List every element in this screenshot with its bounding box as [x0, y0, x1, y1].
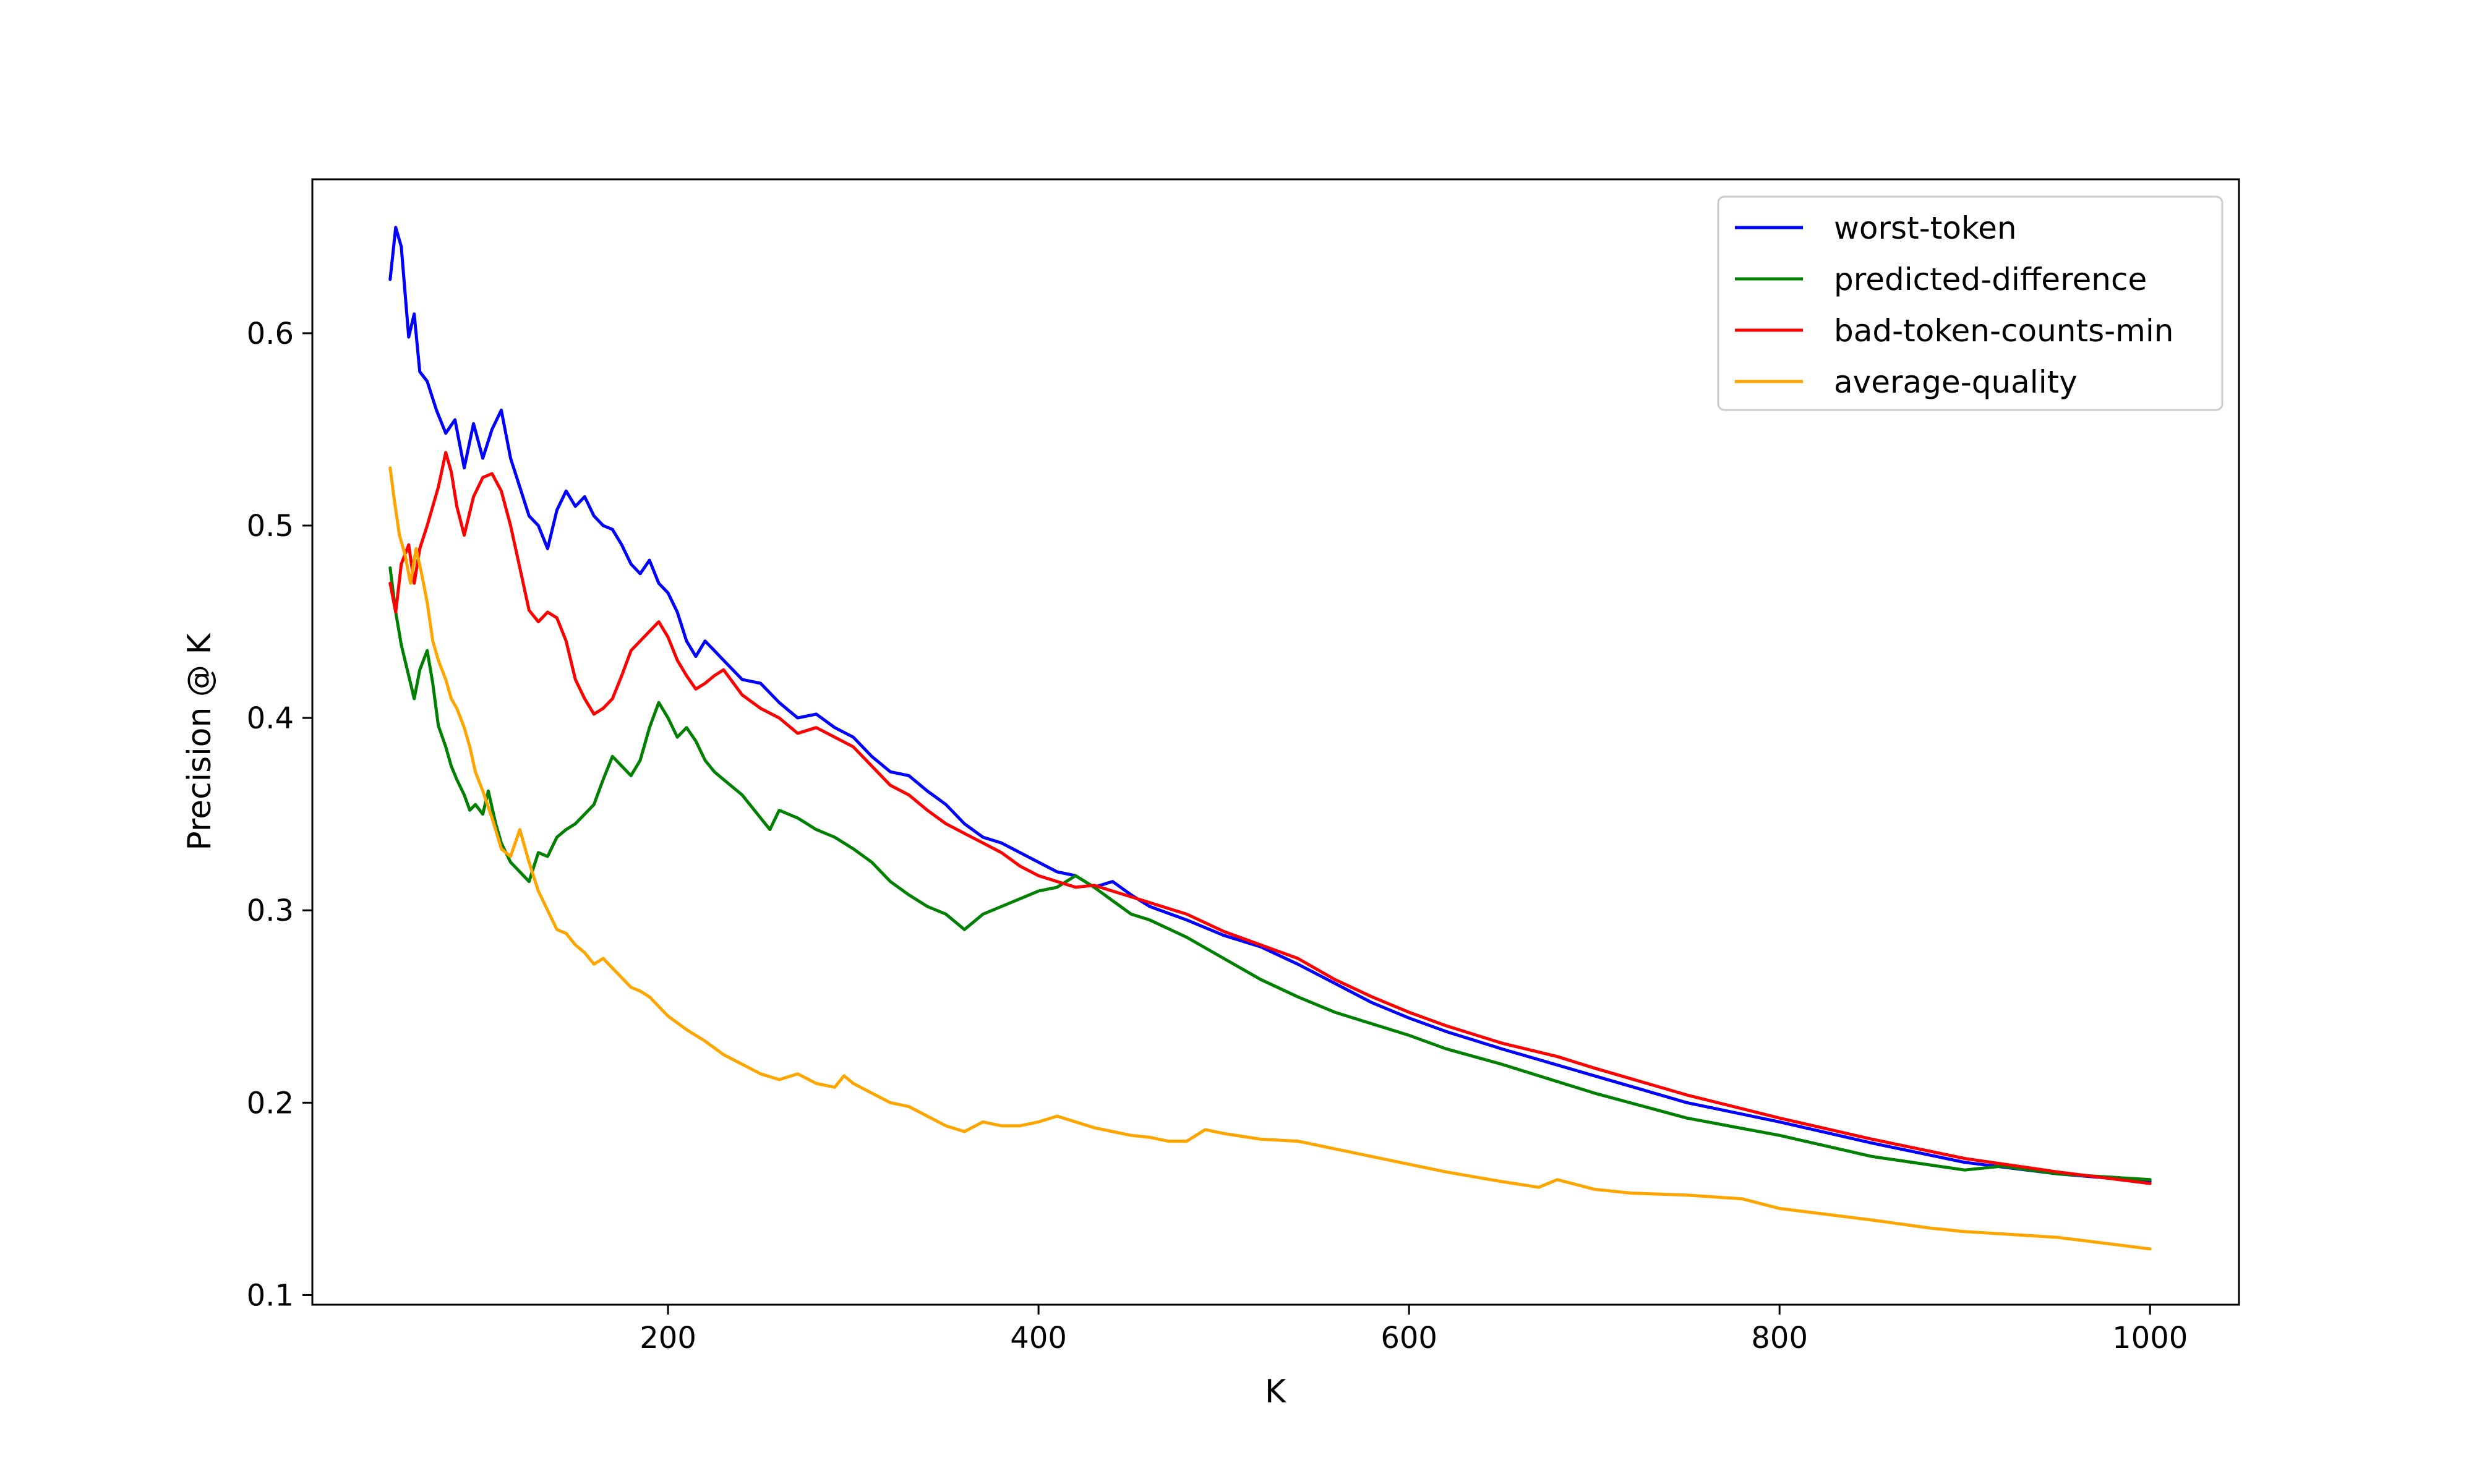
legend-box — [1717, 195, 2224, 411]
x-tick-label: 600 — [1380, 1321, 1437, 1355]
x-tick-label: 1000 — [2112, 1321, 2188, 1355]
y-tick-label: 0.4 — [247, 701, 294, 736]
y-tick-label: 0.1 — [247, 1278, 294, 1313]
series-line-predicted-difference — [388, 566, 2152, 1182]
legend: worst-token predicted-difference bad-token… — [1717, 195, 2224, 411]
legend-label-worst-token: worst-token — [1834, 210, 2017, 246]
legend-label-predicted-difference: predicted-difference — [1834, 262, 2147, 297]
y-tick-label: 0.5 — [247, 509, 294, 544]
series-line-worst-token — [388, 226, 2152, 1183]
x-tick-label: 200 — [640, 1321, 696, 1355]
y-tick-label: 0.6 — [247, 317, 294, 351]
series-line-bad-token-counts-min — [388, 451, 2152, 1185]
y-axis-ticks: 0.1 0.2 0.3 0.4 0.5 0.6 — [247, 317, 312, 1313]
series-line-average-quality — [388, 466, 2152, 1251]
legend-label-bad-token-counts-min: bad-token-counts-min — [1834, 313, 2173, 349]
series-lines — [388, 226, 2152, 1251]
y-tick-label: 0.3 — [247, 893, 294, 928]
x-tick-label: 800 — [1751, 1321, 1808, 1355]
x-axis-ticks: 200 400 600 800 1000 — [640, 1305, 2188, 1355]
legend-label-average-quality: average-quality — [1834, 364, 2078, 400]
x-tick-label: 400 — [1010, 1321, 1067, 1355]
y-tick-label: 0.2 — [247, 1086, 294, 1120]
y-axis-label: Precision @ K — [181, 633, 218, 851]
x-axis-label: K — [1265, 1373, 1287, 1410]
